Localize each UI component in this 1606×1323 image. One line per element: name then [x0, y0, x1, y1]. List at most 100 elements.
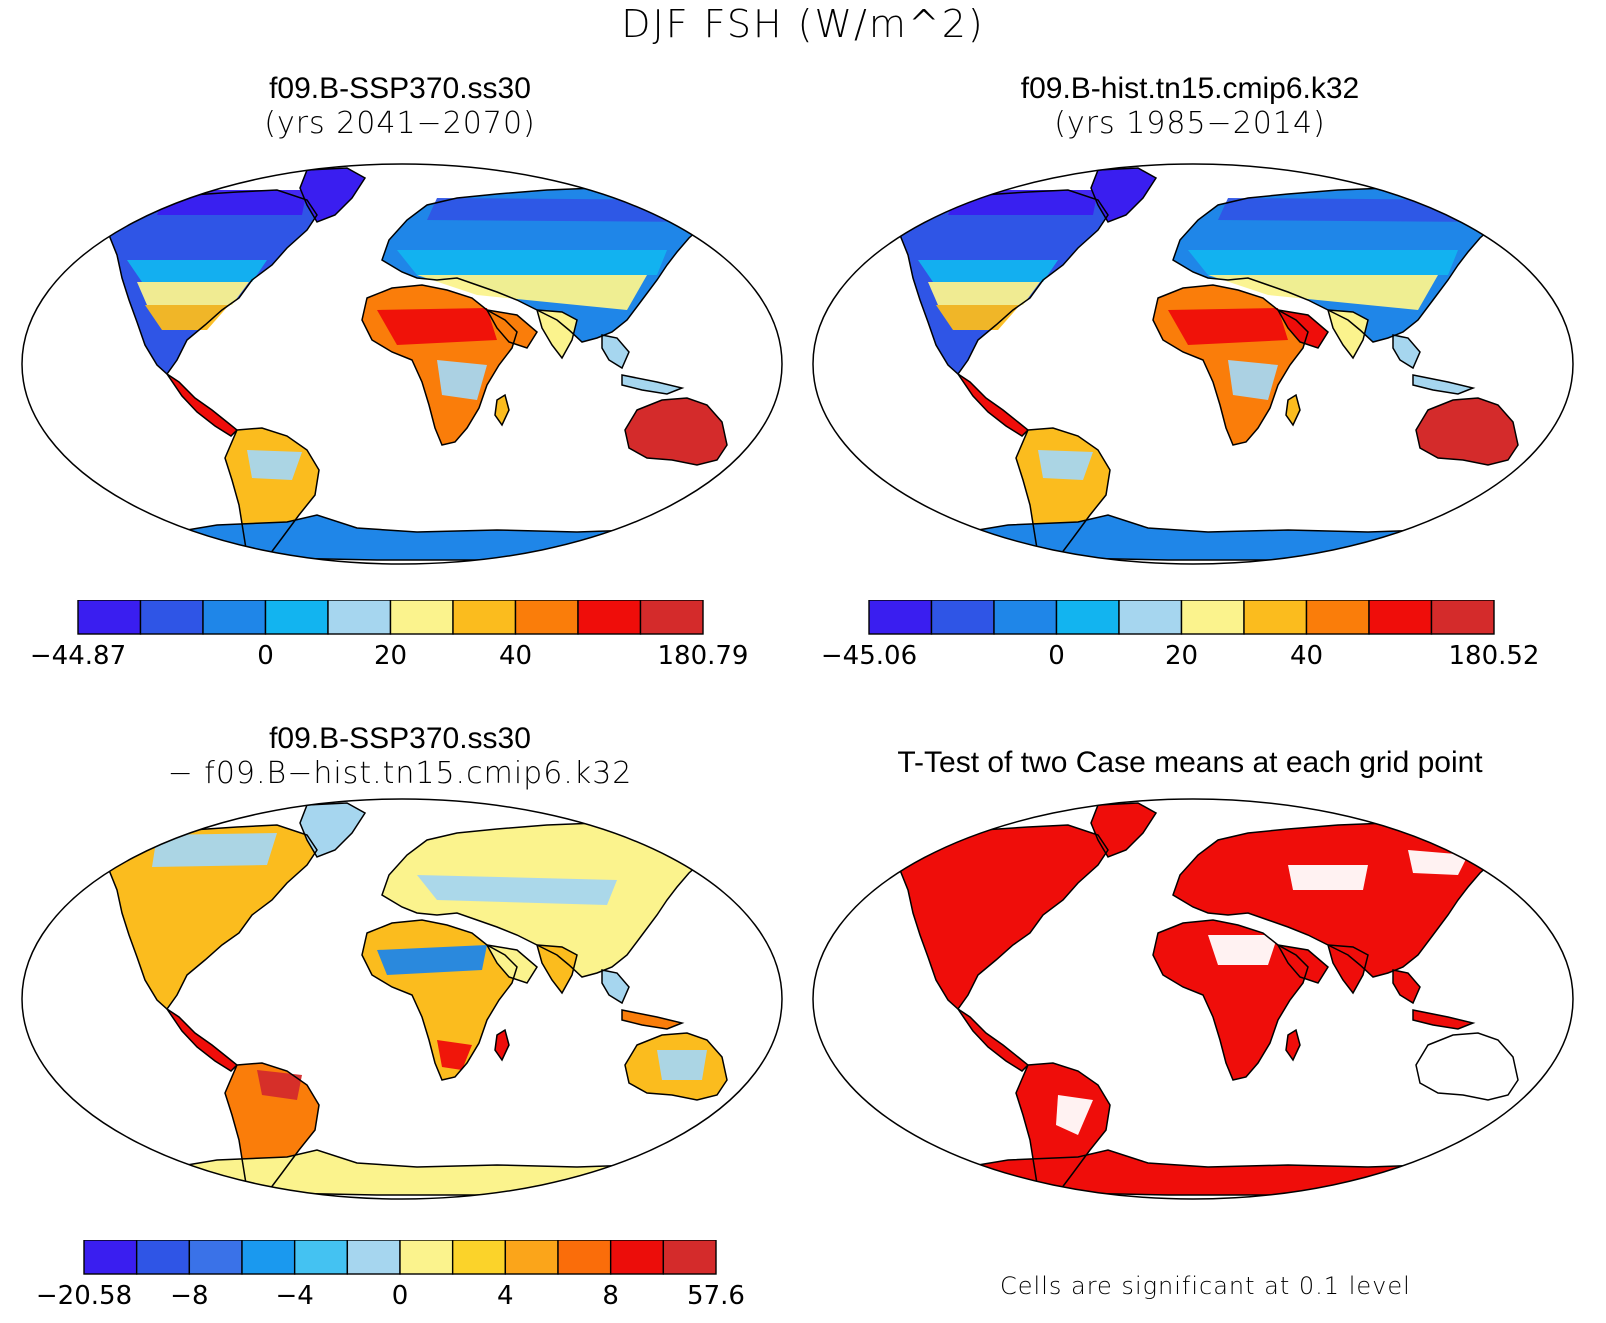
field-patch [1218, 198, 1498, 222]
colorbar-tick-label: 4 [497, 1281, 514, 1311]
region-arabia [487, 945, 537, 983]
colorbar-swatch [930, 600, 995, 635]
region-australia [625, 398, 727, 465]
colorbar-swatch [293, 1240, 349, 1275]
colorbar-top-left: −44.87 0 20 40 180.79 [30, 600, 749, 671]
field-patch [397, 250, 667, 275]
colorbar-swatch [557, 1240, 612, 1275]
region-centralAmerica [958, 374, 1028, 436]
region-centralAmerica [958, 1009, 1028, 1071]
coastline-southAmerica [224, 427, 320, 564]
map-border [812, 163, 1574, 565]
year-range: (yrs 1985−2014) [1054, 106, 1326, 141]
colorbar-swatch [1305, 600, 1370, 635]
coastline-southAmerica [1015, 427, 1111, 564]
coastline-madagascar [494, 393, 510, 427]
coastline-eurasia [381, 822, 719, 978]
coastline-eurasia [381, 187, 719, 343]
map-border [812, 798, 1574, 1200]
panel-title-top-right: f09.B-hist.tn15.cmip6.k32 (yrs 1985−2014… [830, 72, 1550, 142]
field-patch [437, 360, 487, 400]
colorbar-swatch [241, 1240, 296, 1275]
map-top-left [21, 163, 783, 565]
region-india [537, 945, 577, 993]
coastline-northAmerica [108, 824, 318, 1011]
map-land-layer [899, 802, 1519, 1199]
coastline-arabia [485, 309, 538, 349]
colorbar-swatch [389, 600, 454, 635]
case-name: f09.B-SSP370.ss30 [269, 72, 531, 105]
coastline-southAmerica [1015, 1062, 1111, 1199]
ttest-title: T-Test of two Case means at each grid po… [897, 746, 1483, 779]
region-greenland [300, 803, 365, 857]
coastline-indonesia [621, 374, 685, 395]
colorbar-swatch [1430, 600, 1495, 635]
minus-case-name: − f09.B−hist.tn15.cmip6.k32 [167, 756, 633, 791]
field-patch [918, 260, 1058, 282]
coastline-antarctica [945, 1149, 1435, 1196]
coastline-australia [624, 1032, 728, 1101]
coastline-india [1326, 944, 1369, 995]
region-seAsia [602, 970, 629, 1003]
map-border [21, 798, 783, 1200]
map-land-layer [899, 167, 1519, 564]
colorbar-swatch [83, 1240, 138, 1275]
coastline-eurasia [1172, 187, 1510, 343]
coastline-arabia [1276, 944, 1329, 984]
field-patch [137, 282, 249, 305]
field-patch [377, 945, 487, 975]
colorbar-tick-label: −45.06 [821, 641, 917, 671]
region-centralAmerica [167, 1009, 237, 1071]
colorbar-swatch [346, 1240, 401, 1275]
colorbar-swatch [993, 600, 1058, 635]
region-india [1328, 310, 1368, 358]
field-patch [1038, 450, 1093, 480]
field-patch [1188, 250, 1458, 275]
colorbar-bottom-left: −20.58 −8 −4 0 4 8 57.6 [36, 1240, 745, 1311]
colorbar-swatch [1243, 600, 1308, 635]
field-patch [1228, 360, 1278, 400]
map-bottom-right [812, 798, 1574, 1200]
field-patch [936, 305, 1020, 330]
coastline-africa [1152, 284, 1309, 446]
colorbar-swatch [451, 1240, 507, 1275]
region-antarctica [948, 1150, 1433, 1195]
coastline-arabia [485, 944, 538, 984]
map-bottom-left [21, 798, 783, 1200]
coastline-madagascar [1285, 393, 1301, 427]
region-seAsia [1393, 970, 1420, 1003]
colorbar-top-right: −45.06 0 20 40 180.52 [821, 600, 1539, 671]
panel-title-bottom-left: f09.B-SSP370.ss30 − f09.B−hist.tn15.cmip… [40, 722, 760, 792]
region-antarctica [157, 1150, 642, 1195]
coastline-seAsia [601, 334, 630, 370]
colorbar-tick-label: 0 [1048, 641, 1065, 671]
region-arabia [1278, 310, 1328, 348]
field-patch [1208, 935, 1278, 965]
colorbar-swatch [504, 1240, 559, 1275]
colorbar-tick-label: 40 [499, 641, 532, 671]
colorbar-swatch [452, 600, 517, 635]
coastline-indonesia [621, 1009, 685, 1030]
coastline-australia [624, 397, 728, 466]
coastline-antarctica [945, 514, 1435, 561]
coastline-australia [1415, 397, 1519, 466]
field-patch [427, 198, 707, 222]
field-patch [1408, 850, 1468, 875]
coastline-indonesia [1412, 374, 1476, 395]
colorbar-tick-label: 180.79 [658, 641, 749, 671]
region-antarctica [157, 515, 642, 560]
field-patch [1438, 1050, 1508, 1090]
region-northAmerica [900, 825, 1108, 1009]
coastline-northAmerica [899, 824, 1109, 1011]
case-name: f09.B-hist.tn15.cmip6.k32 [1020, 72, 1360, 105]
region-australia [1416, 398, 1518, 465]
colorbar-swatch [188, 1240, 243, 1275]
colorbar-tick-label: −20.58 [36, 1281, 132, 1311]
panel-title-top-left: f09.B-SSP370.ss30 (yrs 2041−2070) [40, 72, 760, 142]
colorbar-swatch [514, 600, 579, 635]
map-land-layer [108, 167, 728, 564]
coastline-northAmerica [899, 189, 1109, 376]
field-patch [657, 1050, 707, 1080]
colorbar-tick-label: −8 [170, 1281, 208, 1311]
colorbar-tick-label: 0 [257, 641, 274, 671]
